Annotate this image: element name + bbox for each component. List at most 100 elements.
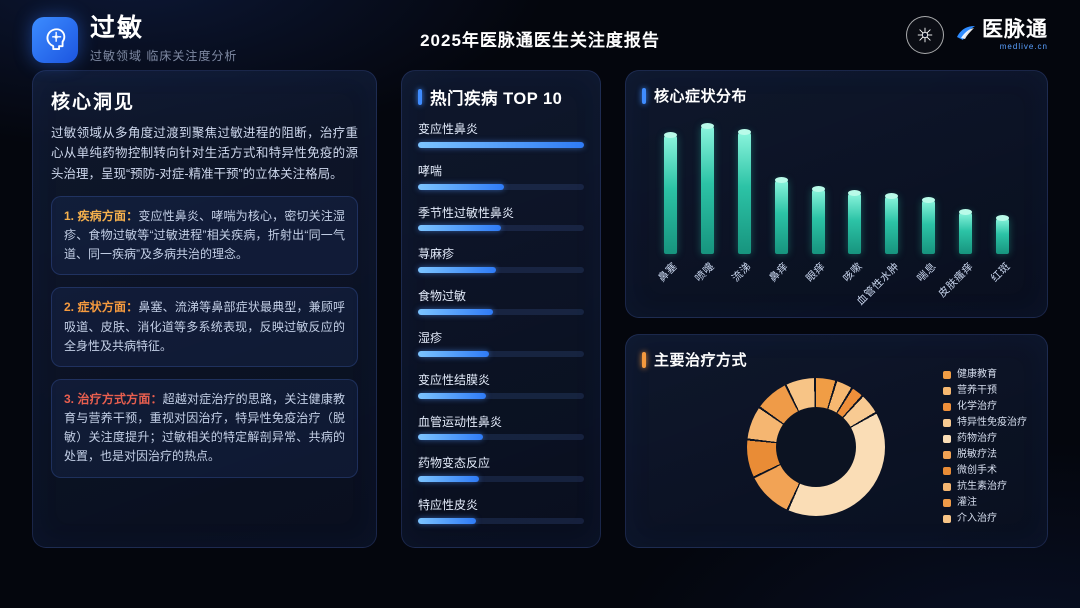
panel-accent-blue [418,89,422,105]
symptom-label: 流涕 [730,260,755,285]
symptom-column: 血管性水肿 [854,116,910,308]
brand-logo: 医脉通 medlive.cn [956,19,1048,51]
legend-label: 健康教育 [957,369,997,380]
legend-item[interactable]: 特异性免疫治疗 [943,417,1027,429]
legend-swatch [943,435,951,443]
disease-row: 湿疹 [418,330,584,357]
disease-bar [418,308,493,315]
legend-item[interactable]: 脱敏疗法 [943,449,1027,461]
legend-swatch [943,387,951,395]
legend-label: 营养干预 [957,385,997,396]
symptom-column: 皮肤瘙痒 [936,116,984,300]
treatment-legend: 健康教育营养干预化学治疗特异性免疫治疗 药物治疗脱敏疗法微创手术抗生素治疗灌注介入… [943,369,1027,525]
disease-row: 变应性鼻炎 [418,122,584,148]
legend-item[interactable]: 营养干预 [943,385,1027,397]
header-left: 过敏 过敏领域 临床关注度分析 [32,16,237,64]
treatments-title-row: 主要治疗方式 [642,349,1031,370]
legend-item[interactable]: 化学治疗 [943,401,1027,413]
disease-bar [418,350,490,357]
insights-title: 核心洞见 [51,92,136,113]
disease-bar-track [418,183,584,190]
disease-bar [418,267,497,274]
legend-item[interactable]: 微创手术 [943,465,1027,477]
symptom-bar [737,129,751,254]
disease-bar-track [418,517,584,524]
symptom-bar [663,132,677,254]
brand-domain: medlive.cn [999,42,1048,51]
legend-label: 介入治疗 [957,513,997,524]
disease-row: 变应性结膜炎 [418,372,584,399]
disease-bar-track [418,308,584,315]
disease-label: 哮喘 [418,163,443,178]
symptom-chart: 鼻塞 喷嚏 流涕 鼻痒 眼痒 咳嗽 血管性水肿 喘息 皮肤瘙痒 红斑 [642,116,1031,308]
disease-bar [418,141,584,148]
disease-row: 药物变态反应 [418,456,584,483]
disease-label: 湿疹 [418,330,443,345]
insight-card-treatment: 3. 治疗方式方面：超越对症治疗的思路，关注健康教育与营养干预，重视对因治疗，特… [51,378,358,478]
symptom-column: 鼻塞 [652,116,689,284]
legend-swatch [943,499,951,507]
head-circuit-icon [41,24,69,57]
symptom-column: 咳嗽 [837,116,874,284]
symptom-column: 喘息 [910,116,947,284]
symptom-label: 鼻塞 [656,260,681,285]
insight-card-text-3: 超越对症治疗的思路，关注健康教育与营养干预，重视对因治疗，特异性免疫治疗（脱敏）… [64,391,345,464]
insight-card-disease: 1. 疾病方面：变应性鼻炎、哮喘为核心，密切关注湿疹、食物过敏等“过敏进程”相关… [51,195,358,276]
legend-item[interactable]: 健康教育 [943,369,1027,381]
disease-bar [418,225,501,232]
legend-item[interactable]: 抗生素治疗 [943,481,1027,493]
panel-accent-blue [642,87,646,104]
legend-swatch [943,515,951,523]
disease-bar-track [418,392,584,399]
symptom-bar [885,193,899,254]
symptom-label: 红斑 [988,260,1013,285]
brand-text: 医脉通 medlive.cn [982,19,1048,51]
insight-card-lead-1: 1. 疾病方面： [64,208,139,223]
disease-label: 变应性结膜炎 [418,372,491,387]
wing-icon [956,25,976,46]
disease-bar [418,183,505,190]
symptom-column: 鼻痒 [763,116,800,284]
symptom-label: 眼痒 [803,260,828,285]
symptom-bar [959,209,973,254]
top-diseases-panel: 热门疾病 TOP 10 变应性鼻炎 哮喘 季节性过敏性鼻炎 荨麻疹 食物过敏 湿疹 变应性结… [401,70,601,548]
disease-bar-track [418,476,584,483]
header: 过敏 过敏领域 临床关注度分析 2025年医脉通医生关注度报告 [0,0,1080,64]
insight-card-lead-2: 2. 症状方面： [64,300,139,315]
symptom-label: 喷嚏 [693,260,718,285]
legend-swatch [943,403,951,411]
disease-label: 变应性鼻炎 [418,122,479,136]
symptoms-title: 核心症状分布 [654,88,748,105]
symptom-bar [922,197,936,254]
treatment-donut-wrap [747,378,885,516]
insight-card-text-2: 鼻塞、流涕等鼻部症状最典型，兼顾呼吸道、皮肤、消化道等多系统表现，反映过敏反应的… [64,300,345,353]
legend-item[interactable]: 药物治疗 [943,433,1027,445]
disease-bar [418,392,487,399]
brand-name: 医脉通 [982,18,1048,41]
legend-label: 微创手术 [957,465,997,476]
legend-label: 特异性免疫治疗 [957,417,1027,428]
treatments-title: 主要治疗方式 [654,352,748,369]
legend-label: 脱敏疗法 [957,449,997,460]
symptoms-title-row: 核心症状分布 [642,85,1031,106]
disease-label: 药物变态反应 [418,456,491,471]
symptom-label: 喘息 [914,260,939,285]
header-right: 医脉通 medlive.cn [906,16,1048,54]
disease-label: 荨麻疹 [418,247,455,262]
symptom-label: 皮肤瘙痒 [936,260,976,301]
legend-item[interactable]: 灌注 [943,497,1027,509]
disease-row: 季节性过敏性鼻炎 [418,206,584,232]
symptoms-panel: 核心症状分布 鼻塞 喷嚏 流涕 鼻痒 眼痒 咳嗽 血管性水肿 喘息 皮肤瘙痒 红斑 [625,70,1048,318]
symptom-bar [700,123,714,254]
legend-label: 药物治疗 [957,433,997,444]
disease-label: 食物过敏 [418,289,467,304]
disease-label: 特应性皮炎 [418,498,479,513]
treatments-panel: 主要治疗方式 健康教育营养干预化学治疗特异性免疫治疗 药物治疗脱敏疗法微创手术抗生… [625,334,1048,548]
disease-row: 特应性皮炎 [418,498,584,524]
legend-item[interactable]: 介入治疗 [943,513,1027,525]
disease-bar-track [418,267,584,274]
symptom-bar [848,190,862,254]
insights-intro: 过敏领域从多角度过渡到聚焦过敏进程的阻断，治疗重心从单纯药物控制转向针对生活方式… [51,126,358,181]
insight-card-text-1: 变应性鼻炎、哮喘为核心，密切关注湿疹、食物过敏等“过敏进程”相关疾病，折射出“同… [64,208,345,262]
disease-label: 血管运动性鼻炎 [418,414,503,429]
